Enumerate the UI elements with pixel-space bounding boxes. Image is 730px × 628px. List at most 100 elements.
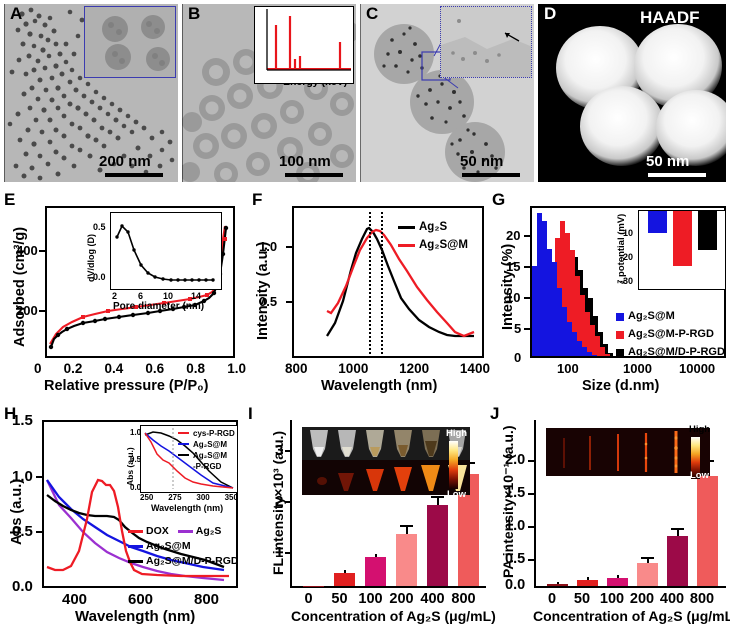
- panel-e-y-title-text: Adsorbed (cm³/g): [12, 226, 28, 347]
- panel-j-xtick-100: 100: [599, 591, 625, 607]
- panel-i-error-1: [344, 570, 346, 573]
- panel-g-legend-label-0: Ag₂S@M: [628, 310, 675, 322]
- panel-i-ytick-3: 3: [275, 442, 284, 459]
- panel-i-xtick-0: 0: [304, 591, 313, 607]
- panel-i-bar-1: [334, 573, 355, 586]
- panel-h-inset-y-title-text: Abs (a.u.): [125, 447, 135, 486]
- panel-f-ytick-mark-05: [286, 301, 292, 303]
- panel-i-error-4: [437, 498, 439, 505]
- panel-i-bar-5: [458, 474, 479, 586]
- panel-j-bar-5: [697, 476, 718, 586]
- panel-e-y-title: Adsorbed (cm³/g): [12, 227, 28, 347]
- panel-f-curves: [326, 226, 475, 338]
- panel-f-xtick-1200: 1200: [399, 361, 430, 376]
- panel-e-inset-xtick-14: 14: [191, 291, 202, 301]
- panel-j-error-3: [647, 559, 649, 563]
- panel-f-plot-area: [292, 206, 484, 358]
- panel-g-zeta-ytick-30: -30: [620, 276, 634, 286]
- panel-i-label: I: [248, 404, 253, 423]
- panel-j-xtick-0: 0: [547, 591, 557, 607]
- panel-j-ytick-05: 0.5: [505, 551, 526, 567]
- panel-i-ytick-mark-1: [285, 552, 291, 554]
- panel-j-errorcap-3: [641, 557, 654, 559]
- panel-h-legend-label-dox: DOX: [146, 525, 169, 537]
- panel-j-error-0: [557, 582, 559, 584]
- panel-i-error-2: [375, 554, 377, 557]
- panel-g-zeta-bars: [648, 211, 717, 266]
- panel-j-y-title: PA intensity×10⁻¹ (a.u.): [500, 426, 517, 578]
- panel-h-xtick-400: 400: [62, 591, 88, 608]
- panel-e-inset-ytick-05: 0.5: [93, 222, 106, 232]
- panel-i-errorcap-4: [431, 496, 444, 498]
- panel-d-mode-label: HAADF: [640, 8, 700, 27]
- panel-h-legend-label-ag2s: Ag₂S: [195, 525, 222, 537]
- panel-g-ytick-0: 0: [514, 350, 522, 365]
- panel-g-legend: Ag₂S@M Ag₂S@M-P-RGD Ag₂S@M/D-P-RGD: [616, 310, 725, 359]
- panel-j-label: J: [490, 404, 500, 423]
- panel-j-pa-signal: [546, 428, 710, 476]
- panel-j-inset-pa-image: [546, 428, 710, 476]
- panel-h-inset-ytick-05: 0.5: [130, 455, 142, 464]
- legend-line-h-ag2s: [177, 530, 193, 533]
- panel-c-inset: [440, 6, 532, 78]
- panel-i-xtick-100: 100: [358, 591, 383, 607]
- panel-c-label: C: [366, 4, 379, 23]
- legend-line-ag2s: [398, 226, 415, 229]
- panel-g-ytick-20: 20: [506, 228, 521, 243]
- panel-g-ytick-15: 15: [506, 259, 521, 274]
- panel-f-marker-1055: [369, 212, 371, 358]
- panel-i-xtick-50: 50: [331, 591, 348, 607]
- panel-g-zeta-y-title: ζ potential (mV): [616, 214, 627, 284]
- panel-i-xticklabels: 0 50 100 200 400 800: [293, 591, 483, 607]
- panel-h-inset-ytick-10: 1.0: [130, 428, 142, 437]
- panel-b-scale-label: 100 nm: [279, 153, 331, 170]
- panel-h-inset-xticklabels: 250 275 300 350: [140, 493, 238, 502]
- panel-j-ytick-20: 2.0: [505, 452, 526, 468]
- panel-h-inset-xtick-300: 300: [196, 493, 210, 502]
- panel-i-tube-images: [302, 427, 470, 495]
- panel-i-errorcap-3: [400, 525, 413, 527]
- panel-h-legend-row-1: Ag₂S@M: [128, 540, 238, 553]
- panel-e-xtick-10: 1.0: [227, 361, 246, 376]
- panel-h-inset-y-title: Abs (a.u.): [125, 447, 135, 486]
- panel-j-bar-0: [547, 584, 568, 586]
- panel-e-xtick-08: 0.8: [186, 361, 206, 376]
- panel-i-y-title-text: FL intensity×10³ (a.u.): [270, 430, 286, 575]
- panel-i-x-title: Concentration of Ag₂S (μg/mL): [291, 608, 496, 624]
- panel-i-error-3: [406, 527, 408, 534]
- panel-i-ytick-mark-2: [285, 501, 291, 503]
- panel-i-ytick-2: 2: [275, 493, 284, 510]
- legend-swatch-ag2s-m: [616, 312, 624, 321]
- panel-d-label: D: [544, 4, 557, 23]
- panel-f-ytick-10: 1.0: [259, 239, 278, 254]
- panel-h-inset-legend-label-3: -P-RGD: [193, 461, 222, 471]
- panel-j-ytick-10: 1.0: [505, 518, 526, 534]
- panel-g-legend-label-2: Ag₂S@M/D-P-RGD: [628, 346, 725, 358]
- panel-h-ytick-00: 0.0: [12, 578, 33, 595]
- panel-b-scalebar: [285, 173, 343, 177]
- panel-i-colorbar-high-label: High: [446, 428, 468, 439]
- legend-line-h-ag2s-m-d-p-rgd: [128, 560, 143, 563]
- panel-i-ytick-mark-3: [285, 450, 291, 452]
- panel-f-xticklabels: 800 1000 1200 1400: [285, 361, 490, 376]
- panel-e-inset-ytick-00: 0.0: [93, 272, 106, 282]
- panel-h-inset-legend-item-3: -P-RGD: [178, 461, 235, 471]
- panel-c-scale-label: 50 nm: [460, 153, 504, 170]
- panel-b-edx-inset: [254, 6, 354, 84]
- legend-swatch-ag2s-m-d-p-rgd: [616, 348, 624, 357]
- panel-i-colorbar-low-label: Low: [447, 489, 466, 500]
- panel-j-ytick-15: 1.5: [505, 485, 526, 501]
- panel-h-legend-label-ag2s-m-d-p-rgd: Ag₂S@M/D-P-RGD: [146, 555, 239, 567]
- panel-i-y-title: FL intensity×10³ (a.u.): [270, 431, 286, 575]
- legend-line-inset-ag2s-m: [178, 443, 189, 445]
- panel-e-xtick-02: 0.2: [63, 361, 83, 376]
- panel-d-scalebar: [648, 173, 706, 177]
- panel-h-inset-legend-label-1: Ag₂S@M: [193, 439, 228, 449]
- panel-g-ytick-5: 5: [514, 321, 522, 336]
- panel-g-ytick-mark-15: [524, 266, 530, 268]
- panel-g-xtick-100: 100: [557, 361, 579, 376]
- panel-h-xtick-600: 600: [128, 591, 154, 608]
- panel-a-inset: [84, 6, 176, 78]
- panel-h-inset-ytick-00: 0.0: [130, 483, 142, 492]
- panel-h-inset-plot: [140, 425, 238, 493]
